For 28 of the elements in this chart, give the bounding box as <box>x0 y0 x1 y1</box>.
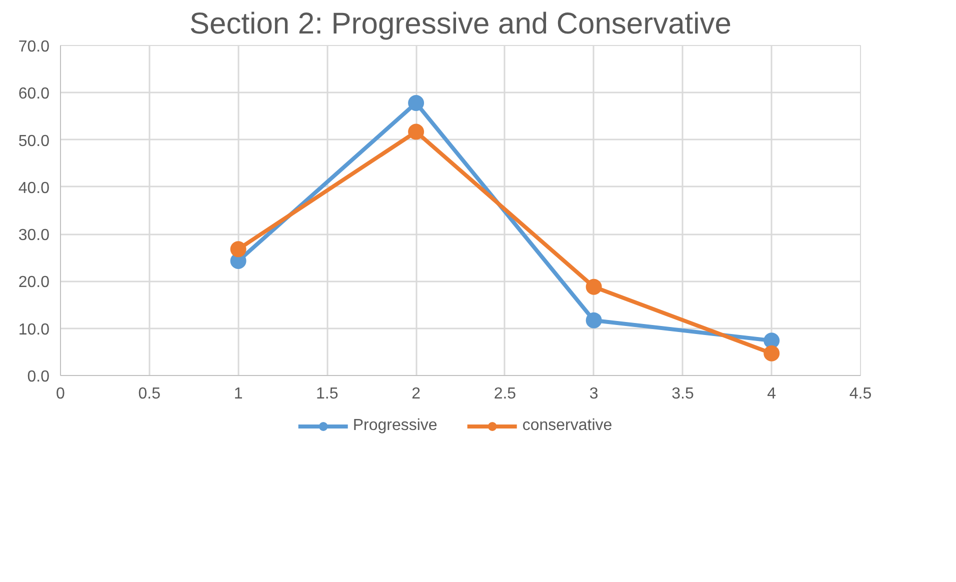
x-tick-label: 4.5 <box>849 386 872 402</box>
point <box>764 345 780 362</box>
x-tick-label: 1.5 <box>316 386 338 402</box>
point <box>586 312 602 328</box>
x-tick-label: 3.5 <box>672 386 694 402</box>
point <box>586 278 602 295</box>
x-tick-label: 2 <box>412 386 421 402</box>
legend-label: conservative <box>522 417 612 435</box>
point <box>408 95 424 111</box>
point <box>230 241 246 258</box>
y-tick-label: 50.0 <box>18 132 50 150</box>
x-tick-label: 0.5 <box>138 386 161 402</box>
x-tick-label: 1 <box>234 386 243 402</box>
x-tick-label: 4 <box>767 386 776 402</box>
y-tick-label: 10.0 <box>18 321 50 338</box>
chart-title: Section 2: Progressive and Conservative <box>190 8 732 40</box>
y-tick-label: 0.0 <box>27 368 50 386</box>
y-tick-label: 20.0 <box>18 274 50 292</box>
point <box>408 124 424 140</box>
y-tick-label: 40.0 <box>18 180 50 197</box>
x-tick-label: 2.5 <box>494 386 516 402</box>
y-tick-label: 70.0 <box>18 38 50 56</box>
legend-label: Progressive <box>352 417 438 435</box>
y-tick-label: 30.0 <box>18 227 50 244</box>
x-tick-label: 0 <box>56 386 66 402</box>
point <box>764 332 780 349</box>
y-tick-label: 60.0 <box>18 86 50 103</box>
x-tick-label: 3 <box>589 386 598 402</box>
